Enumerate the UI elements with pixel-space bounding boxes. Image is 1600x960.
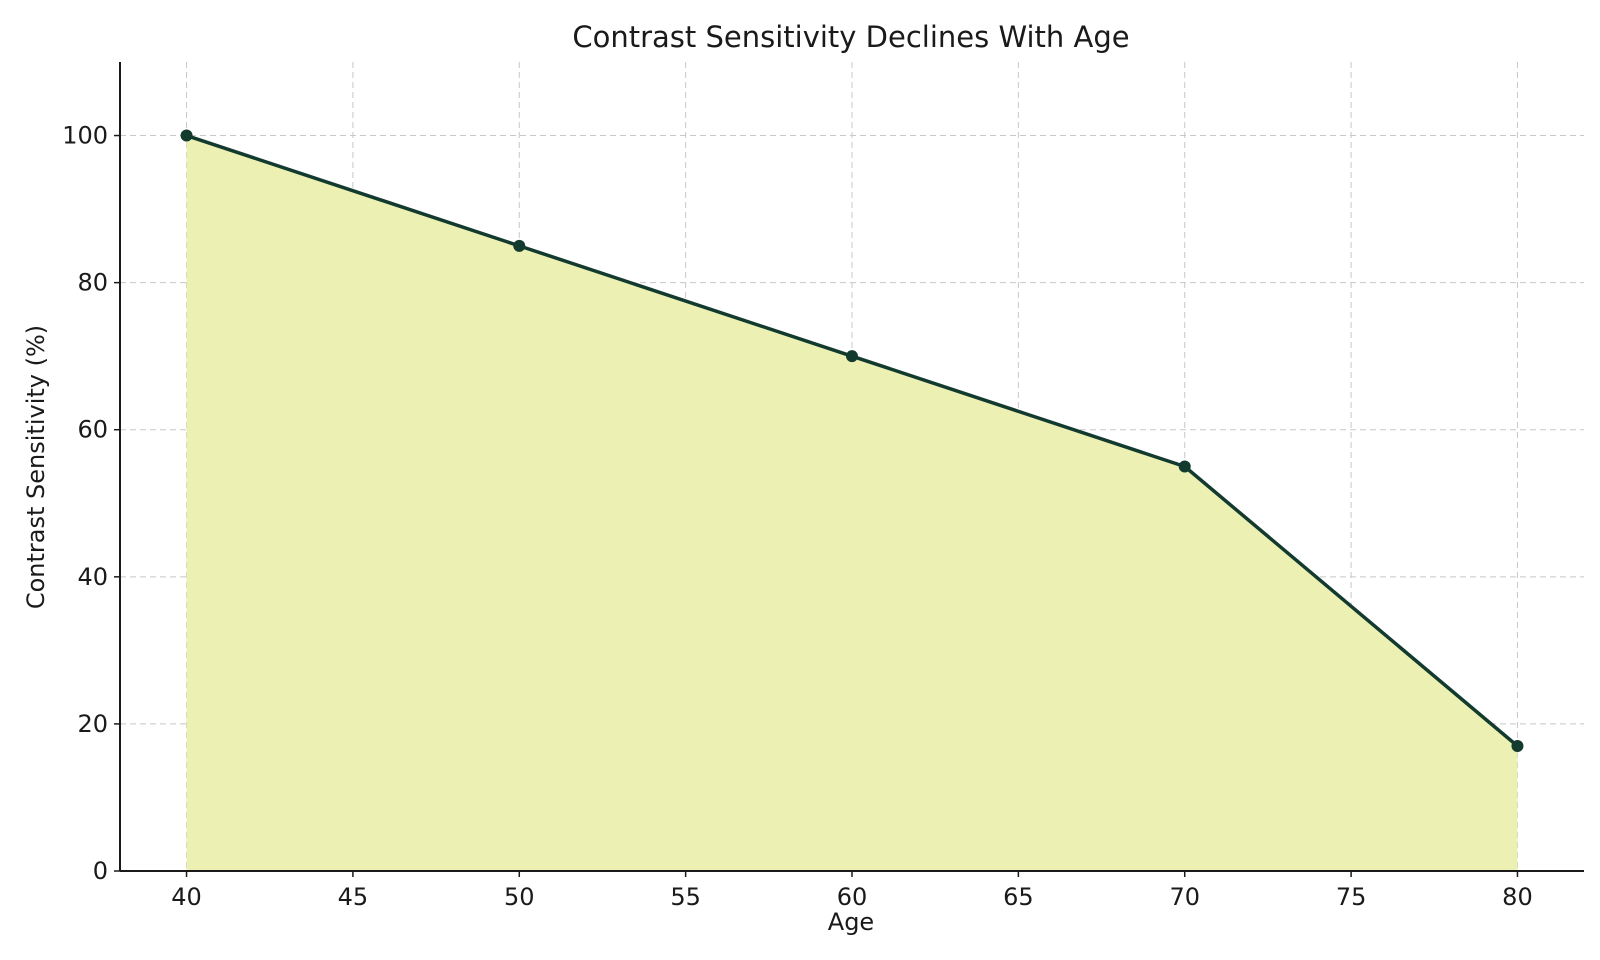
y-tick-label: 100: [62, 122, 108, 150]
data-point-marker: [1178, 460, 1191, 473]
x-tick-label: 40: [171, 883, 202, 911]
chart-title: Contrast Sensitivity Declines With Age: [572, 20, 1129, 54]
data-point-marker: [180, 129, 193, 142]
x-tick-label: 65: [1003, 883, 1034, 911]
x-tick-label: 80: [1502, 883, 1533, 911]
x-tick-label: 75: [1336, 883, 1367, 911]
x-tick-label: 50: [504, 883, 535, 911]
x-tick-label: 55: [670, 883, 701, 911]
area-layer: [186, 135, 1518, 871]
data-point-marker: [1511, 739, 1524, 752]
y-tick-label: 20: [77, 710, 108, 738]
x-axis-label: Age: [828, 908, 874, 936]
y-axis-label: Contrast Sensitivity (%): [22, 325, 50, 609]
area-fill: [186, 135, 1518, 871]
x-tick-label: 60: [837, 883, 868, 911]
y-tick-label: 80: [77, 269, 108, 297]
data-point-marker: [513, 239, 526, 252]
marker-layer: [180, 129, 1524, 752]
x-tick-label: 70: [1169, 883, 1200, 911]
x-tick-label: 45: [338, 883, 369, 911]
y-tick-label: 60: [77, 416, 108, 444]
tick-layer: 40 45 50 55 60 65 70 75 80 0 20 40 60 80 100: [62, 122, 1533, 911]
data-point-marker: [846, 350, 858, 363]
y-tick-label: 40: [77, 563, 108, 591]
y-tick-label: 0: [93, 857, 108, 885]
